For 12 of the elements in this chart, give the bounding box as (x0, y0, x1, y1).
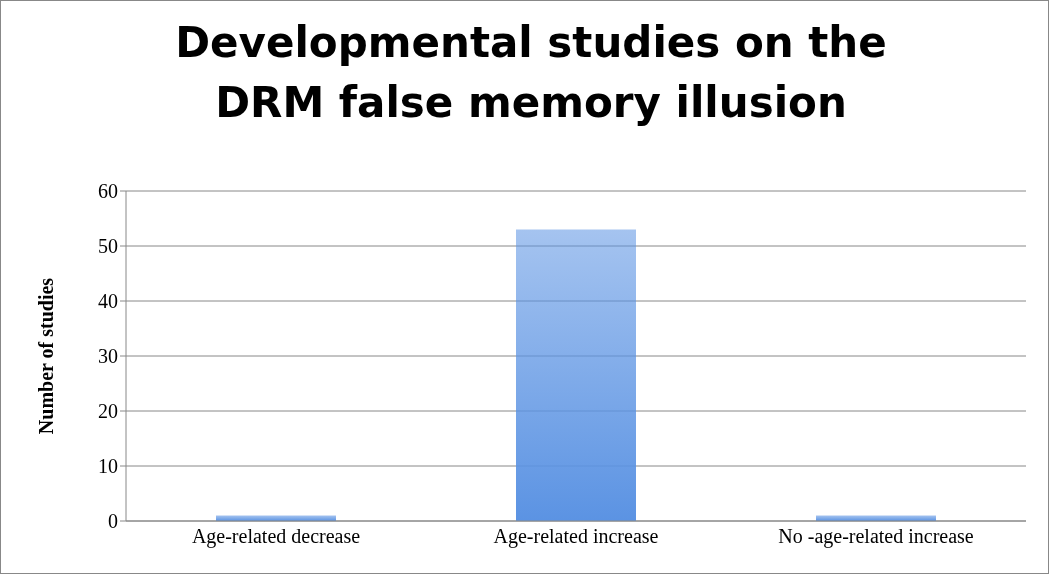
y-tick-label: 0 (108, 510, 118, 533)
x-tick-label: Age-related decrease (191, 525, 361, 549)
x-tick-label: Age-related increase (493, 525, 659, 549)
y-tick-label: 50 (98, 235, 118, 258)
y-tick-label: 60 (98, 180, 118, 203)
y-tick-label: 30 (98, 345, 118, 368)
y-tick-label: 40 (98, 290, 118, 313)
y-axis-title: Number of studies (35, 277, 58, 435)
chart-title: Developmental studies on the DRM false memory illusion (174, 17, 888, 129)
y-tick-label: 10 (98, 455, 118, 478)
x-tick-label: No -age-related increase (778, 525, 974, 549)
y-tick-label: 20 (98, 400, 118, 423)
